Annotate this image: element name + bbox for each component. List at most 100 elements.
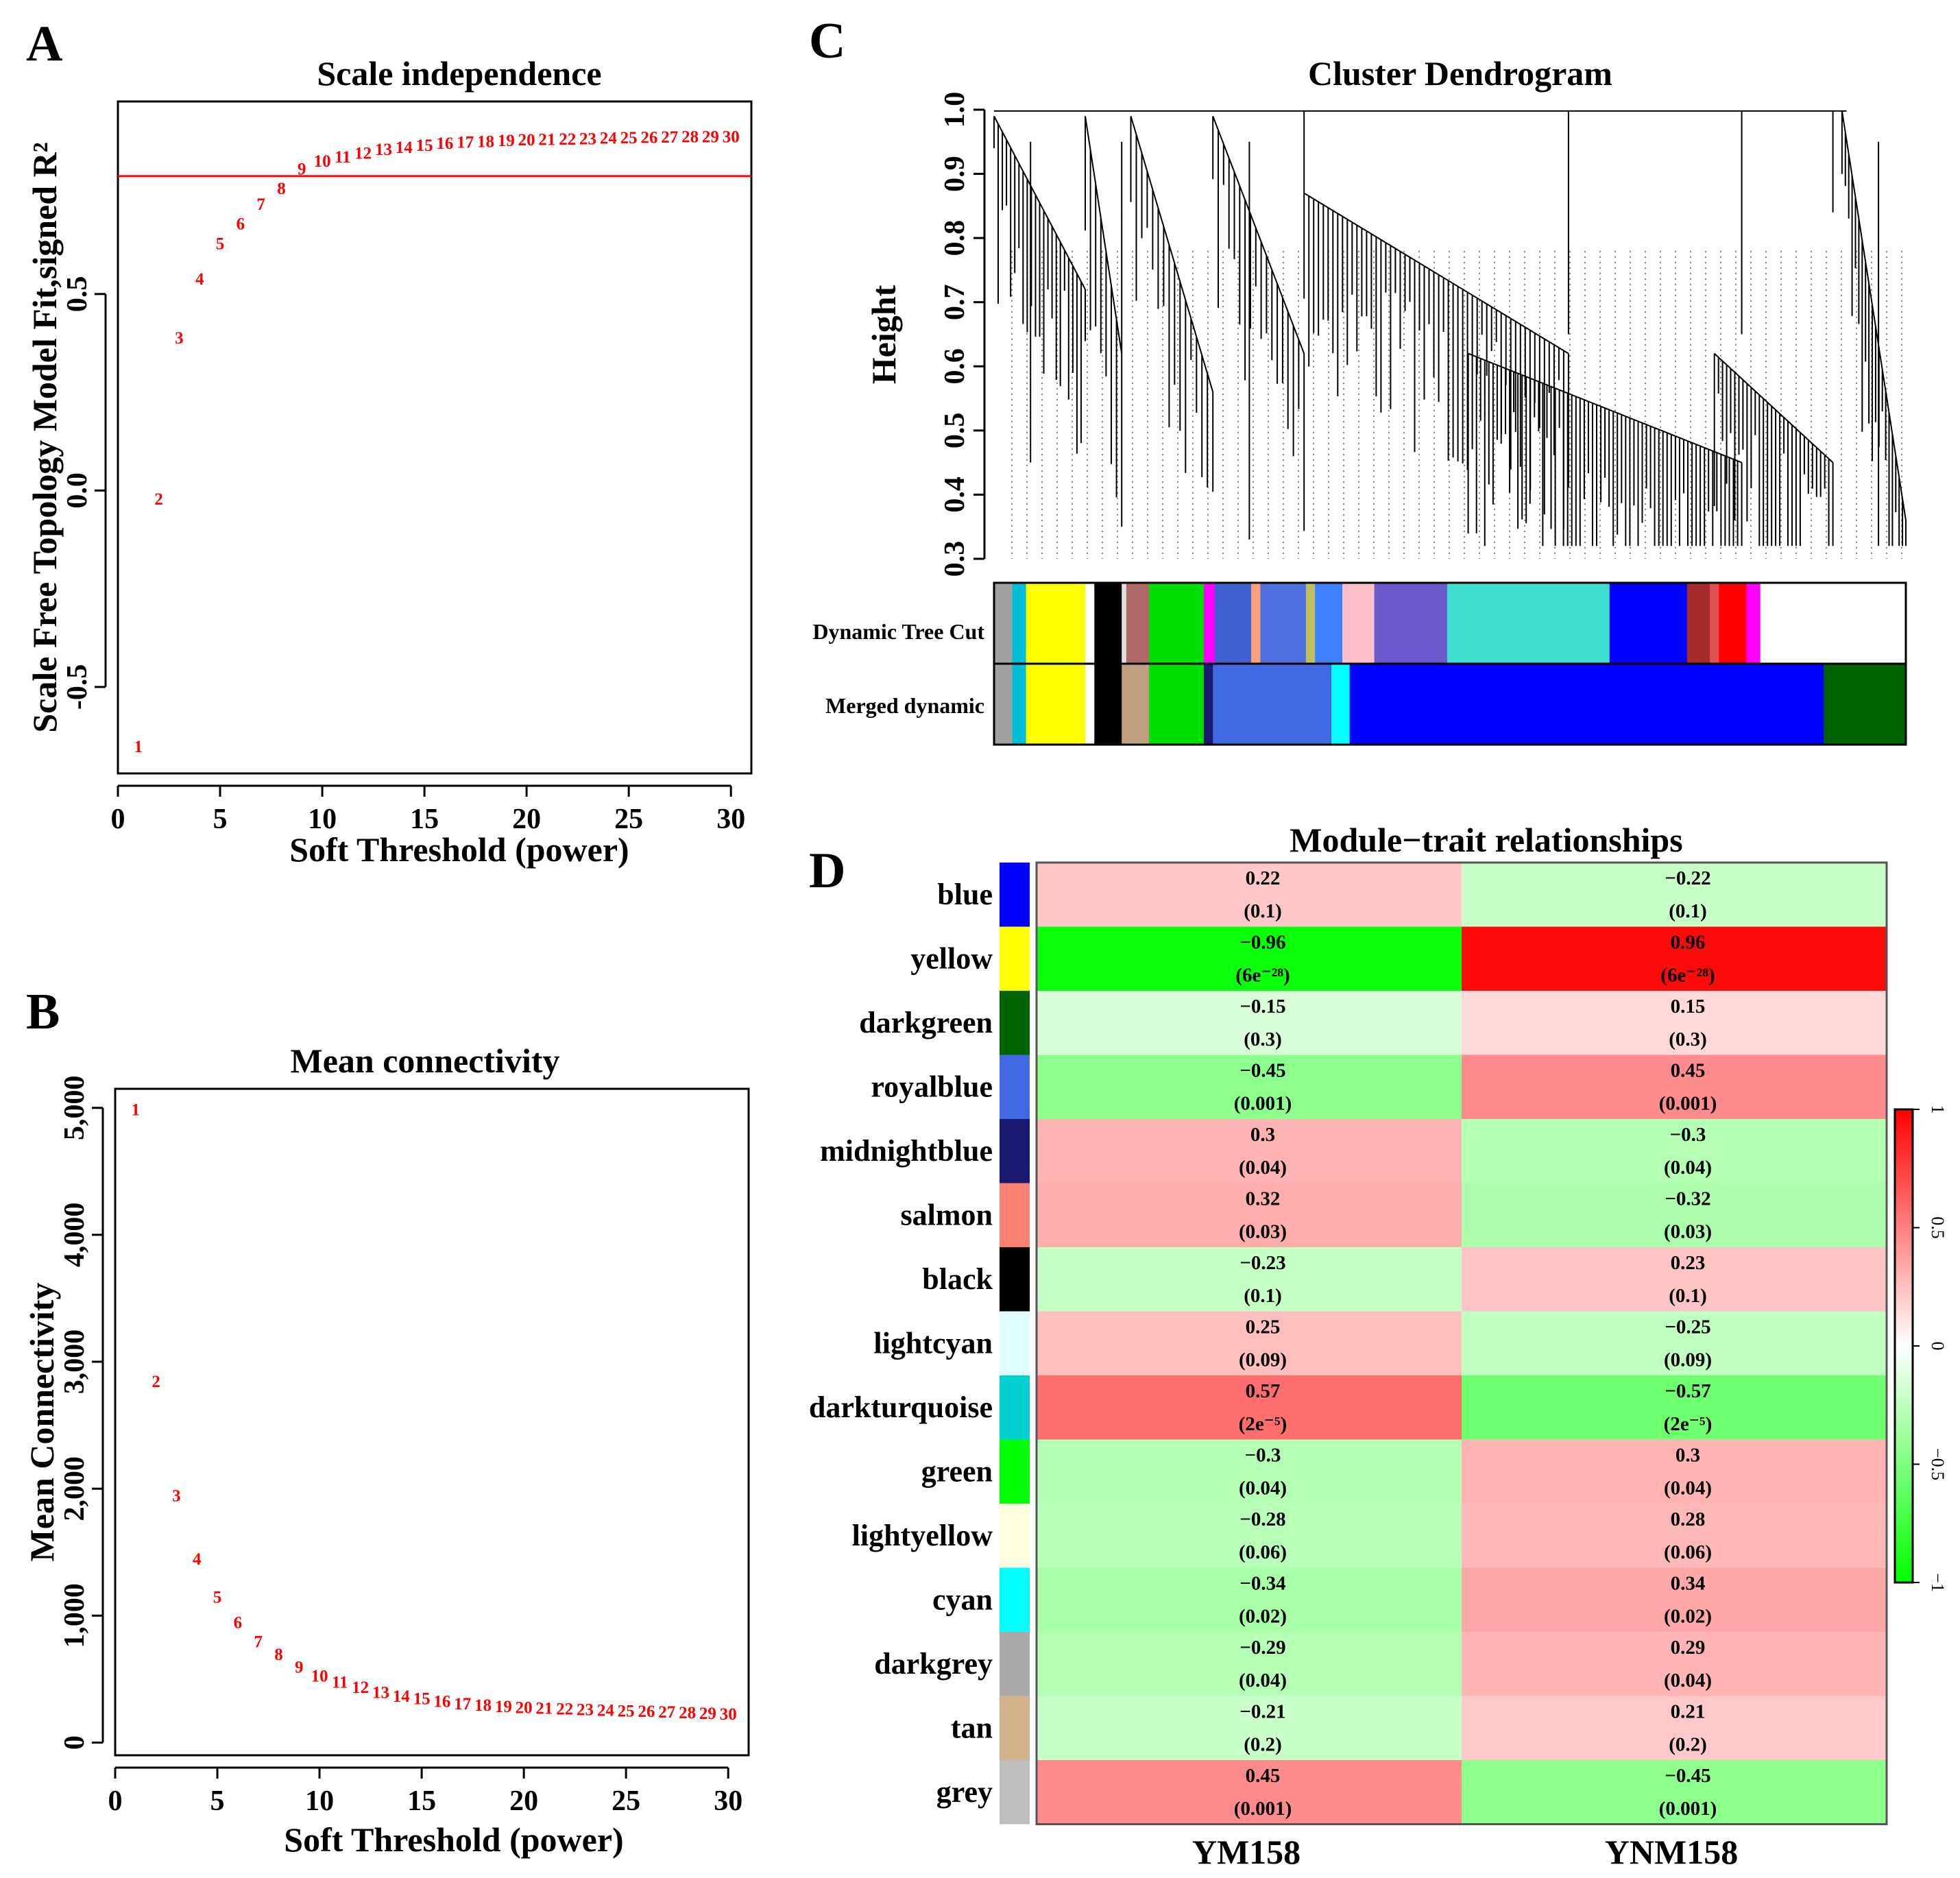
p-value: (2e⁻⁵) [1239,1413,1287,1435]
x-tick-label: 0 [111,804,125,835]
module-segment [1349,664,1824,745]
heatmap-cell [1462,1632,1887,1696]
module-swatch [1000,991,1030,1055]
correlation-value: 0.29 [1671,1637,1706,1659]
module-label: darkturquoise [809,1391,993,1424]
data-point-label: 24 [597,1701,615,1720]
heatmap-cell [1037,1055,1462,1119]
p-value: (0.04) [1664,1670,1712,1692]
heatmap-cell [1462,1183,1887,1247]
heatmap-cell [1037,1247,1462,1312]
x-tick-label: 30 [714,1785,742,1817]
heatmap-cell [1037,1760,1462,1825]
data-point-label: 4 [195,270,204,289]
data-point-label: 19 [498,132,515,150]
y-tick-label: 0.8 [939,220,971,256]
p-value: (0.02) [1664,1606,1712,1628]
data-point-label: 1 [134,738,143,756]
module-label: tan [951,1711,993,1744]
y-tick-label: 1,000 [59,1583,90,1648]
y-tick-label: 0.3 [939,541,971,577]
heatmap-cell [1037,1439,1462,1504]
heatmap-cell [1037,1567,1462,1632]
correlation-value: 0.32 [1246,1188,1281,1210]
data-point-label: 2 [154,490,163,509]
module-segment [1026,583,1086,664]
module-segment [1719,583,1747,664]
p-value: (0.09) [1239,1349,1287,1371]
data-point-label: 5 [213,1589,222,1607]
p-value: (2e⁻⁵) [1664,1413,1713,1435]
heatmap-cell [1462,1247,1887,1312]
module-segment [1213,664,1332,745]
module-segment [1746,583,1761,664]
module-label: darkgrey [874,1647,993,1681]
correlation-value: −0.15 [1239,996,1285,1018]
module-color-bars [993,581,1907,746]
y-tick-label: 0.5 [62,276,93,313]
mean-connectivity-plot: Mean connectivity Soft Threshold (power)… [23,1042,750,1859]
data-point-label: 2 [152,1373,160,1391]
data-point-label: 20 [516,1699,533,1718]
cluster-dendrogram: Cluster Dendrogram Height 0.30.40.50.60.… [812,54,1907,746]
panel-label-a: A [26,16,62,72]
scale-independence-plot: Scale independence Soft Threshold (power… [25,54,753,869]
panel-label-b: B [26,984,60,1040]
correlation-value: 0.22 [1246,867,1281,889]
colorbar-tick-label: 0 [1928,1342,1948,1351]
data-point-label: 19 [495,1698,512,1716]
heatmap-row-yellow: yellow −0.96 (6e⁻²⁸) 0.96 (6e⁻²⁸) [910,926,1887,991]
x-tick-label: 30 [716,804,745,835]
heatmap-cell [1037,863,1462,927]
x-tick-label: 15 [407,1785,436,1817]
panel-label-c: C [809,13,845,69]
chart-title-b: Mean connectivity [291,1042,560,1080]
module-label: salmon [901,1198,993,1231]
data-point-label: 14 [393,1687,411,1706]
correlation-value: 0.3 [1675,1445,1700,1467]
module-label: lightyellow [852,1519,993,1552]
module-swatch [1000,1183,1030,1247]
module-segment [994,583,1013,664]
heatmap-frame [1035,861,1888,1825]
correlation-value: −0.28 [1239,1508,1285,1530]
x-tick-label: 20 [509,1785,538,1817]
dendrogram-tree: 0.3 0.4 0.5 0.6 0.7 0.8 0.9 1.0 [939,92,1907,577]
x-tick-label: 25 [614,804,643,835]
correlation-value: −0.3 [1670,1124,1706,1146]
data-point-label: 26 [638,1702,655,1721]
heatmap-cell [1037,1696,1462,1760]
heatmap-cell [1462,1119,1887,1183]
heatmap-row-black: black −0.23 (0.1) 0.23 (0.1) [922,1247,1887,1312]
data-point-label: 12 [354,145,372,163]
module-label: darkgreen [859,1006,993,1039]
y-tick-label: 0.6 [939,348,971,385]
color-bar-dynamic-tree-cut [993,581,1907,665]
x-tick-label: 10 [305,1785,334,1817]
chart-title-a: Scale independence [317,54,601,93]
correlation-value: −0.57 [1665,1380,1710,1402]
module-swatch [1000,1504,1030,1568]
data-point-label: 17 [454,1695,471,1713]
color-bar-merged-dynamic [993,662,1907,746]
data-point-label: 18 [474,1696,492,1715]
heatmap-cell [1462,1504,1887,1568]
y-tick-label: 1.0 [939,92,971,128]
data-point-label: 4 [193,1550,202,1569]
correlation-value: −0.32 [1665,1188,1710,1210]
data-point-label: 12 [352,1678,369,1697]
heatmap-cell [1462,991,1887,1055]
module-segment [1122,583,1127,664]
colorbar-tick-label: 0.5 [1928,1216,1948,1239]
module-swatch [1000,1632,1030,1696]
module-segment [1203,664,1213,745]
module-segment [1085,583,1095,664]
x-tick-label: 20 [512,804,541,835]
module-segment [1260,583,1307,664]
data-point-label: 6 [237,215,245,234]
module-trait-heatmap: Module−trait relationships blue 0.22 (0.1)… [809,821,1948,1871]
p-value: (6e⁻²⁸) [1235,965,1290,987]
module-label: royalblue [871,1070,993,1103]
p-value: (0.2) [1244,1734,1282,1756]
